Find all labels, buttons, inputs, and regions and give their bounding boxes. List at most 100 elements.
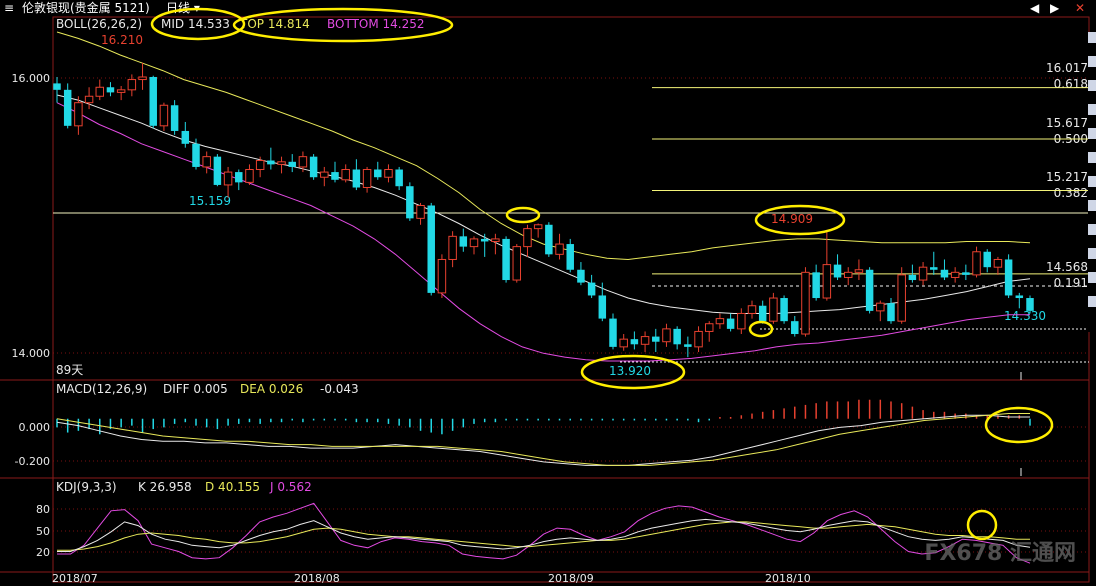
low-price-label-2: 13.920 [609,364,651,378]
candle-body [384,169,393,178]
candle-body [587,282,596,296]
price-tick-low: 14.000 [12,347,51,360]
candle-body [865,269,874,311]
candle-body [255,160,265,171]
candle-body [843,271,853,278]
candle-body [673,328,681,345]
candle-body [267,160,275,165]
fib-ratio-1: 0.618 [1054,77,1088,91]
hl-kdj-cross [966,509,998,541]
candle-body [555,243,564,255]
kdj-tick-50: 50 [36,525,50,538]
candle-body [566,244,574,270]
candle-body [694,330,703,348]
candle-body [940,269,949,278]
candle-body [213,156,222,185]
candle-body [480,238,489,242]
date-tick-aug: 2018/08 [294,572,340,585]
candle-body [598,295,607,319]
candle-body [149,76,157,126]
boll-legend-bottom: BOTTOM 14.252 [327,17,425,31]
candle-body [801,271,810,335]
boll-top-line [56,31,1031,261]
candle-body [652,336,660,342]
date-tick-oct: 2018/10 [765,572,811,585]
menu-icon[interactable]: ≡ [4,1,15,15]
candle-body [406,186,414,219]
candle-body [245,169,254,183]
fib-price-3: 15.217 [1046,170,1088,184]
hl-top-bottom [232,7,454,43]
candle-body [640,336,650,345]
kdj-j-line [57,502,1031,564]
candle-body [170,105,179,131]
candle-body [577,269,585,283]
candle-body [331,172,339,180]
candle-body [662,328,671,343]
side-toolbar[interactable] [1088,32,1096,332]
boll-bottom-line [56,102,1030,362]
candle-body [726,318,735,329]
candle-body [1015,295,1024,299]
candle-body [159,104,169,127]
fib-price-1: 16.017 [1046,61,1088,75]
low-price-label-1: 15.159 [189,194,231,208]
candle-body [395,169,403,187]
watermark: FX678 汇通网 [924,541,1076,566]
candle-body [288,161,296,167]
date-tick-sep: 2018/09 [548,572,594,585]
kdj-legend-label: KDJ(9,3,3) [56,480,117,494]
candle-body [533,224,543,230]
candle-body [437,258,447,294]
close-icon[interactable]: ✕ [1075,1,1086,15]
chart-border [52,16,1090,583]
candle-body [309,156,318,178]
fib-ratio-4: 0.191 [1054,276,1088,290]
candle-body [298,156,308,168]
macd-legend-value: -0.043 [320,382,359,396]
candle-body [1004,259,1013,296]
candle-body [812,272,820,299]
candle-body [545,224,553,255]
candle-body [362,169,372,189]
candle-body [53,83,61,90]
candle-body [993,258,1003,268]
hl-low-value [580,354,686,390]
candle-body [469,238,479,248]
candle-body [908,274,917,281]
macd-legend-dea: DEA 0.026 [240,382,303,396]
boll-legend-top: TOP 14.814 [239,17,310,31]
hl-macd-cross [984,406,1054,444]
candle-body [684,344,692,347]
arrow-right-icon[interactable]: ▶ [1050,1,1060,15]
high-price-label: 16.210 [101,33,143,47]
candle-body [352,169,361,188]
candle-body [780,298,788,322]
fib-price-4: 14.568 [1046,260,1088,274]
date-tick-jul: 2018/07 [52,572,98,585]
candle-body [116,89,126,93]
candle-body [630,339,639,345]
candle-body [427,205,435,293]
candle-body [63,89,72,126]
kdj-k-line [57,518,1031,552]
kdj-legend-d: D 40.155 [205,480,260,494]
kdj-legend-j: J 0.562 [269,480,312,494]
candle-body [791,321,799,335]
candle-body [747,305,757,314]
candle-body [341,169,350,181]
peak-price-label: 14.909 [771,212,813,226]
days-label: 89天 [56,363,83,377]
macd-dea-line [56,413,1030,466]
candle-body [523,228,532,248]
symbol-title[interactable]: 伦敦银现(贵金属 5121) [22,1,150,15]
candle-body [138,76,147,81]
arrow-left-icon[interactable]: ◀ [1030,1,1040,15]
price-tick-high: 16.000 [12,72,51,85]
candle-body [74,102,83,127]
candle-body [887,303,895,322]
macd-tick-zero: 0.000 [19,421,51,434]
candle-body [962,272,970,275]
kdj-tick-80: 80 [36,503,50,516]
